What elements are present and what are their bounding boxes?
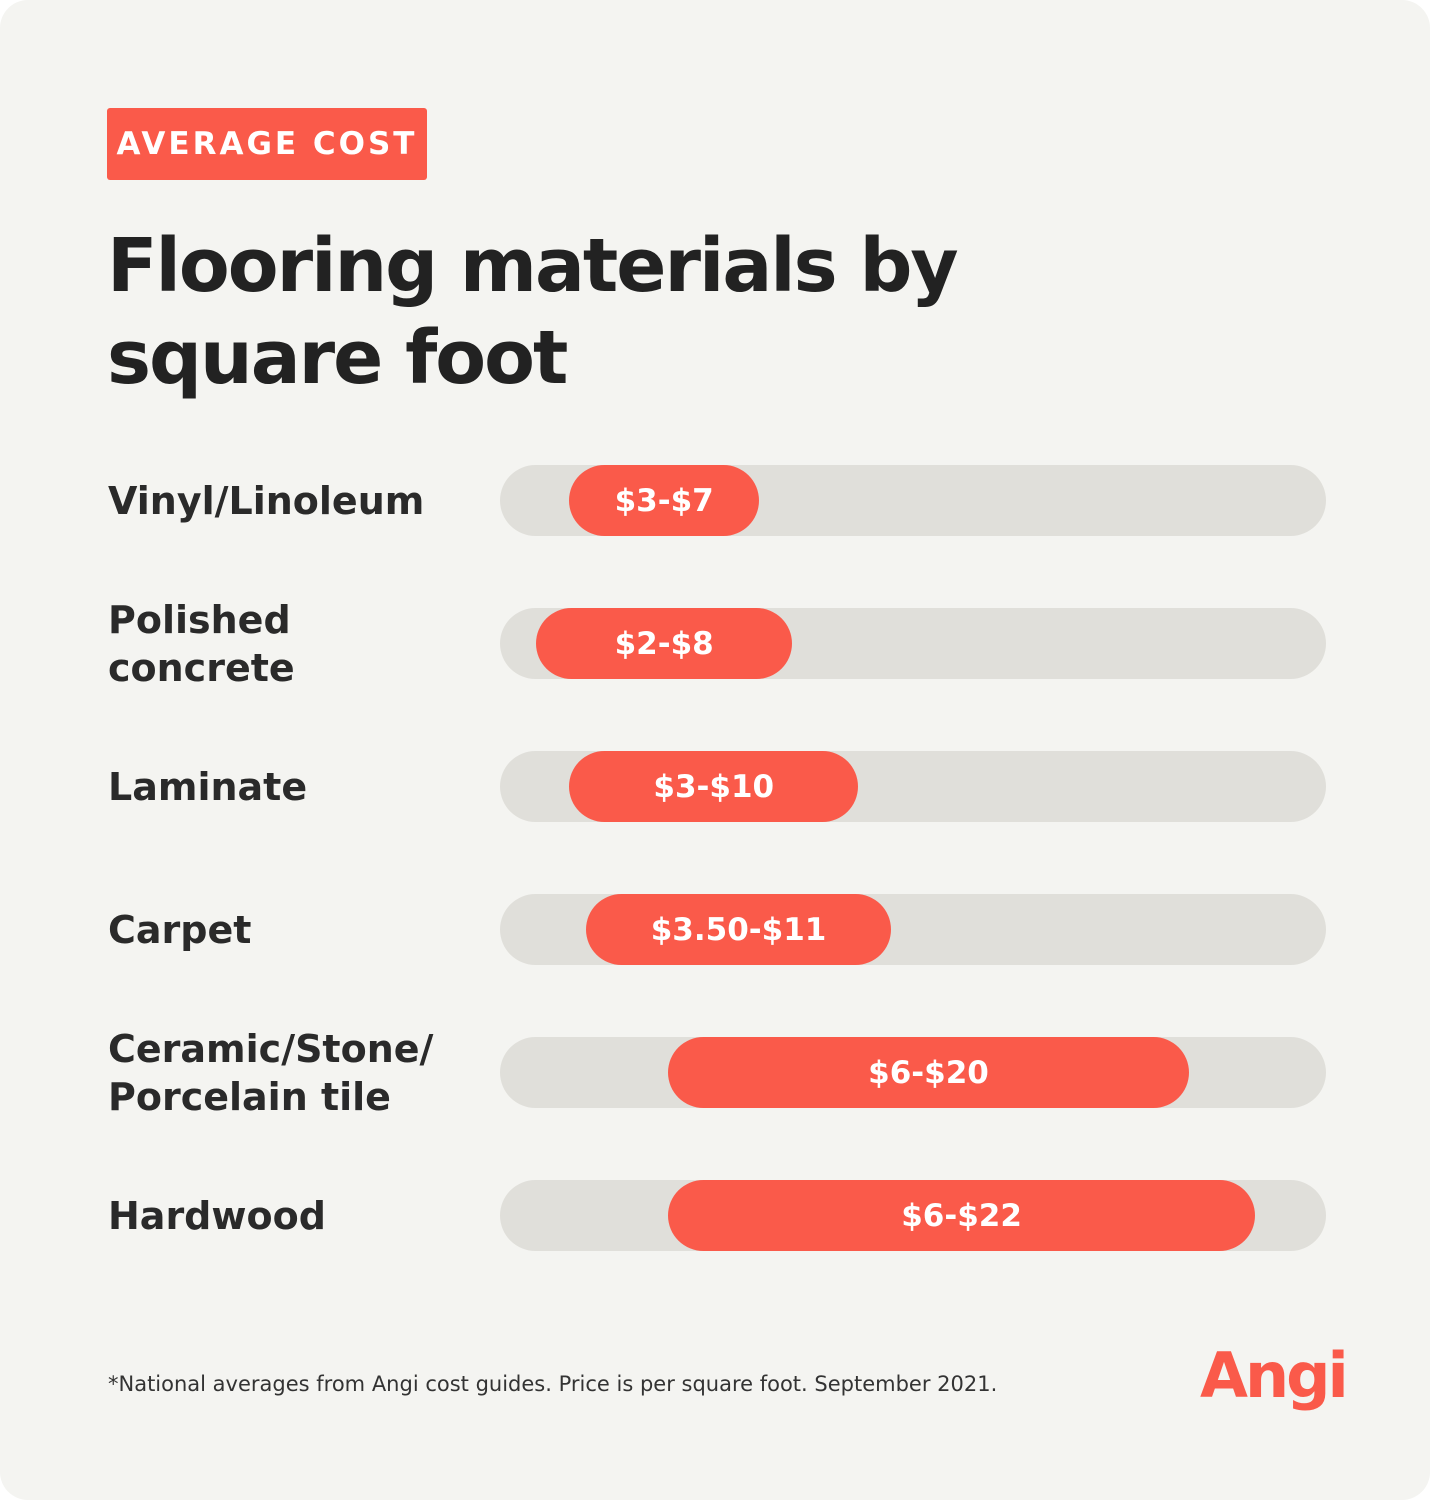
range-label: $2-$8 [614,625,714,662]
angi-logo: Angi [1200,1339,1349,1412]
category-label: Polished concrete [108,597,295,690]
footnote: *National averages from Angi cost guides… [108,1372,998,1396]
category-label: Hardwood [108,1193,326,1238]
range-bar: $6-$20 [668,1037,1189,1108]
range-track: $3-$10 [500,751,1326,822]
page-title: Flooring materials by square foot [107,223,959,401]
range-bar: $3.50-$11 [585,894,892,965]
range-track: $3-$7 [500,465,1326,536]
category-badge: AVERAGE COST [107,108,427,180]
range-track: $3.50-$11 [500,894,1326,965]
range-label: $3-$10 [653,768,775,805]
range-label: $6-$22 [901,1197,1022,1234]
range-bar: $3-$10 [569,751,859,822]
range-label: $3.50-$11 [650,911,827,948]
range-label: $6-$20 [868,1054,989,1091]
badge-label: AVERAGE COST [116,126,418,162]
range-track: $6-$20 [500,1037,1326,1108]
category-label: Laminate [108,764,308,809]
category-label: Ceramic/Stone/ Porcelain tile [108,1026,434,1119]
range-bar: $2-$8 [536,608,793,679]
category-label: Carpet [108,907,252,952]
range-bar: $3-$7 [569,465,760,536]
range-track: $2-$8 [500,608,1326,679]
range-track: $6-$22 [500,1180,1326,1251]
range-label: $3-$7 [614,482,714,519]
category-label: Vinyl/Linoleum [108,478,425,523]
range-bar: $6-$22 [668,1180,1255,1251]
